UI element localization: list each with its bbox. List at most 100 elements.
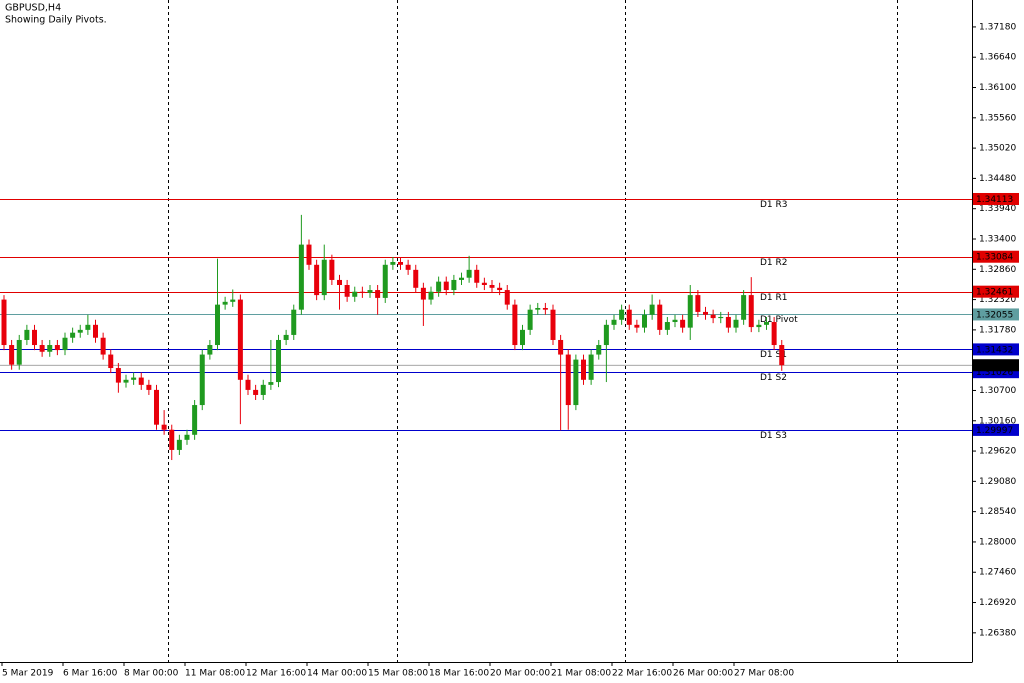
candle-body	[375, 290, 381, 298]
pivot-price-label: 1.32055	[976, 310, 1013, 320]
x-tick-label: 5 Mar 2019	[2, 669, 54, 679]
y-tick-label: 1.27460	[979, 568, 1016, 578]
y-tick-label: 1.33400	[979, 234, 1016, 244]
chart-subtitle: Showing Daily Pivots.	[5, 15, 107, 26]
candle-body	[535, 307, 541, 310]
candle-body	[565, 354, 571, 406]
candle-body	[428, 291, 434, 300]
y-tick-label: 1.29620	[979, 447, 1016, 457]
y-tick-label: 1.29080	[979, 477, 1016, 487]
y-tick-label: 1.35560	[979, 113, 1016, 123]
candle-body	[619, 309, 625, 320]
candle-body	[611, 319, 617, 325]
pivot-level-label: D1 S2	[760, 373, 787, 383]
candle-body	[588, 354, 594, 380]
y-tick-label: 1.35020	[979, 144, 1016, 154]
pivot-price-label: 1.31432	[976, 345, 1013, 355]
candle-body	[169, 429, 175, 450]
candle-body	[344, 284, 350, 297]
candle-body	[718, 316, 724, 319]
candle-body	[748, 295, 754, 328]
candle-body	[222, 301, 228, 305]
y-tick-label: 1.32320	[979, 295, 1016, 305]
candle-body	[100, 337, 106, 355]
candle-body	[207, 345, 213, 355]
candle-body	[329, 259, 335, 280]
y-tick-label: 1.32860	[979, 265, 1016, 275]
candle-body	[741, 295, 747, 320]
y-tick-label: 1.28000	[979, 537, 1016, 547]
candle-body	[634, 324, 640, 328]
candle-body	[359, 291, 365, 293]
x-tick-label: 8 Mar 00:00	[124, 669, 179, 679]
candle-body	[146, 384, 152, 390]
x-tick-label: 12 Mar 16:00	[246, 669, 306, 679]
y-tick-label: 1.36100	[979, 83, 1016, 93]
x-tick-label: 22 Mar 16:00	[612, 669, 672, 679]
pivot-price-box	[973, 308, 1019, 321]
x-tick-label: 20 Mar 00:00	[490, 669, 550, 679]
pivot-price-label: 1.33084	[976, 253, 1013, 263]
candle-body	[489, 284, 495, 288]
candle-body	[70, 332, 76, 338]
candle-body	[443, 281, 449, 291]
pivot-level-label: D1 R1	[760, 293, 788, 303]
pivot-price-box	[973, 343, 1019, 356]
candle-body	[199, 354, 205, 406]
current-price-box	[973, 359, 1019, 372]
candle-body	[581, 359, 586, 380]
candle-body	[85, 324, 91, 330]
candle-body	[596, 345, 602, 355]
x-tick-label: 27 Mar 08:00	[734, 669, 794, 679]
pivot-level-label: D1 S3	[760, 431, 787, 441]
candle-body	[558, 339, 564, 355]
y-tick-label: 1.28540	[979, 507, 1016, 517]
candle-body	[703, 311, 708, 315]
candle-body	[512, 304, 518, 346]
pivot-level-label: D1 R3	[760, 200, 788, 210]
candle-body	[710, 314, 716, 319]
candle-body	[405, 264, 411, 270]
candle-body	[123, 379, 129, 383]
candle-body	[771, 322, 777, 346]
candle-body	[725, 316, 731, 328]
candle-body	[550, 309, 556, 340]
candle-body	[1, 299, 7, 346]
candle-body	[779, 345, 785, 366]
pivot-price-label: 1.31026	[976, 368, 1013, 378]
candle-body	[314, 264, 320, 296]
candle-body	[298, 244, 304, 310]
x-tick-label: 15 Mar 08:00	[368, 669, 428, 679]
y-tick-label: 1.26920	[979, 598, 1016, 608]
candle-body	[176, 439, 182, 450]
candle-body	[451, 279, 457, 291]
candle-body	[352, 291, 358, 297]
candle-body	[382, 264, 388, 298]
candle-body	[268, 382, 274, 385]
pivot-price-box	[973, 285, 1019, 298]
candle-body	[253, 389, 259, 395]
candle-body	[413, 269, 419, 288]
x-tick-label: 21 Mar 08:00	[551, 669, 611, 679]
candle-body	[504, 290, 510, 305]
candle-body	[573, 359, 579, 406]
candle-body	[24, 329, 30, 340]
candle-body	[527, 309, 533, 330]
candle-body	[649, 304, 655, 315]
candle-body	[138, 377, 144, 385]
pivot-level-label: D1 S1	[760, 350, 787, 360]
candle-body	[542, 307, 548, 310]
candle-body	[626, 309, 632, 325]
candle-body	[603, 324, 609, 346]
candle-body	[466, 269, 472, 278]
candle-body	[115, 368, 121, 383]
candle-body	[398, 261, 403, 265]
candle-body	[131, 377, 137, 380]
pivot-price-box	[973, 192, 1019, 205]
candle-body	[108, 354, 114, 369]
candle-body	[733, 319, 739, 328]
pivot-price-box	[973, 423, 1019, 436]
